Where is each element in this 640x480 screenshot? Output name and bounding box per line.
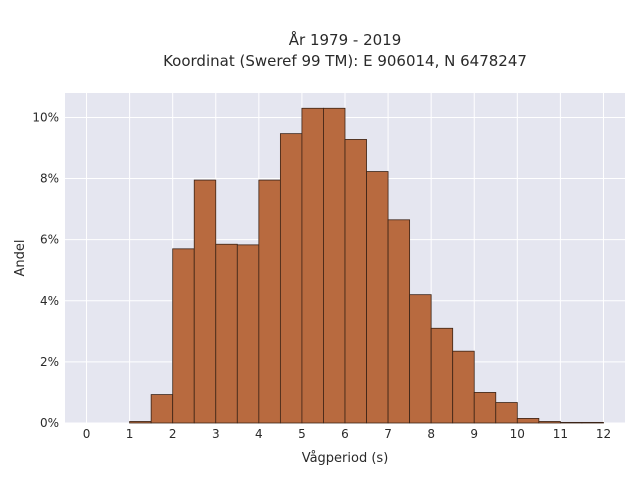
y-tick-label: 6% <box>40 233 59 247</box>
x-tick-label: 8 <box>427 427 435 441</box>
histogram-bar <box>473 392 497 424</box>
x-axis-ticks: 0 1 2 3 4 5 6 7 8 9 10 11 12 <box>83 427 611 441</box>
y-tick-label: 4% <box>40 294 59 308</box>
histogram-bar <box>409 294 432 424</box>
x-tick-label: 12 <box>596 427 611 441</box>
x-tick-label: 5 <box>298 427 306 441</box>
x-tick-label: 1 <box>126 427 134 441</box>
histogram-bar <box>344 139 367 424</box>
histogram-bar <box>215 243 238 424</box>
x-tick-label: 0 <box>83 427 91 441</box>
histogram-bar <box>150 394 174 424</box>
histogram-bar <box>129 421 152 424</box>
histogram-bar <box>452 350 475 424</box>
histogram-bar <box>258 179 281 424</box>
histogram-bar <box>538 421 561 424</box>
x-tick-label: 10 <box>510 427 525 441</box>
histogram-bar <box>172 248 195 424</box>
x-tick-label: 6 <box>341 427 349 441</box>
y-tick-label: 0% <box>40 416 59 430</box>
y-axis-ticks: 0% 2% 4% 6% 8% 10% <box>32 110 59 430</box>
histogram-bar <box>366 171 389 424</box>
x-tick-label: 7 <box>384 427 392 441</box>
histogram-bar <box>559 421 583 424</box>
histogram-bar <box>279 133 303 424</box>
histogram-bar <box>495 402 518 424</box>
x-axis-label: Vågperiod (s) <box>302 451 389 466</box>
chart-subtitle: Koordinat (Sweref 99 TM): E 906014, N 64… <box>163 52 527 70</box>
chart-title: År 1979 - 2019 <box>289 30 402 49</box>
y-tick-label: 10% <box>32 110 59 124</box>
x-tick-label: 4 <box>255 427 263 441</box>
histogram-bar <box>430 327 454 424</box>
bars <box>129 107 604 424</box>
y-axis-label: Andel <box>13 240 28 277</box>
y-tick-label: 8% <box>40 172 59 186</box>
histogram-bar <box>516 418 540 424</box>
y-tick-label: 2% <box>40 355 59 369</box>
x-tick-label: 9 <box>470 427 478 441</box>
histogram-bar <box>323 107 346 424</box>
x-tick-label: 2 <box>169 427 177 441</box>
x-tick-label: 11 <box>553 427 568 441</box>
x-tick-label: 3 <box>212 427 220 441</box>
histogram-bar <box>193 179 217 424</box>
histogram-bar <box>387 219 411 424</box>
histogram-bar <box>236 244 260 424</box>
histogram-bar <box>301 107 324 424</box>
histogram-bar <box>581 421 604 424</box>
